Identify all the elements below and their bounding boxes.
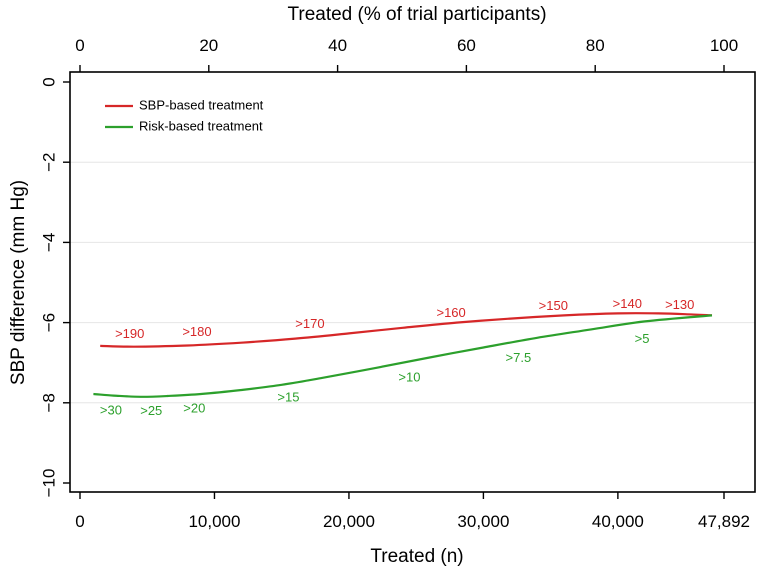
data-label: >20 — [183, 400, 205, 415]
data-label: >190 — [115, 326, 144, 341]
series-line-risk — [93, 314, 713, 398]
x-tick-label: 0 — [75, 512, 84, 531]
x-top-tick-label: 80 — [586, 36, 605, 55]
series-layer — [93, 312, 713, 398]
data-label: >5 — [635, 331, 650, 346]
annotation-layer: >190 >180 >170 >160 >150 >140 >130 >30 >25 >20 >15… — [100, 296, 694, 418]
data-label: >15 — [277, 389, 299, 404]
data-label: >140 — [613, 296, 642, 311]
legend-label: Risk-based treatment — [139, 118, 263, 133]
grid-layer — [70, 161, 755, 404]
x-top-tick-label: 60 — [457, 36, 476, 55]
y-tick-label: −2 — [39, 153, 58, 172]
legend-label: SBP-based treatment — [139, 97, 264, 112]
x-tick-label: 47,892 — [698, 512, 750, 531]
x-axis-top-title: Treated (% of trial participants) — [287, 4, 546, 25]
x-top-tick-label: 20 — [199, 36, 218, 55]
y-tick-label: −8 — [39, 393, 58, 412]
y-tick-label: 0 — [39, 77, 58, 86]
y-tick-label: −4 — [39, 233, 58, 252]
y-tick-label: −6 — [39, 313, 58, 332]
x-top-tick-label: 100 — [710, 36, 738, 55]
legend: SBP-based treatment Risk-based treatment — [105, 97, 264, 133]
x-top-tick-label: 40 — [328, 36, 347, 55]
plot-frame — [69, 71, 756, 493]
data-label: >150 — [539, 298, 568, 313]
axis-layer: 0 10,000 20,000 30,000 40,000 47,892 0 20 40 60 80… — [39, 36, 750, 531]
data-label: >30 — [100, 402, 122, 417]
x-tick-label: 10,000 — [188, 512, 240, 531]
data-label: >10 — [398, 369, 420, 384]
x-tick-label: 40,000 — [592, 512, 644, 531]
data-label: >180 — [182, 324, 211, 339]
x-axis-title: Treated (n) — [370, 546, 463, 567]
data-label: >130 — [665, 297, 694, 312]
data-label: >160 — [436, 305, 465, 320]
data-label: >170 — [295, 316, 324, 331]
x-tick-label: 20,000 — [323, 512, 375, 531]
series-line-sbp — [100, 312, 713, 348]
x-tick-label: 30,000 — [457, 512, 509, 531]
y-tick-label: −10 — [39, 469, 58, 498]
x-top-tick-label: 0 — [75, 36, 84, 55]
y-axis-title: SBP difference (mm Hg) — [8, 180, 29, 385]
data-label: >25 — [140, 403, 162, 418]
data-label: >7.5 — [506, 350, 532, 365]
